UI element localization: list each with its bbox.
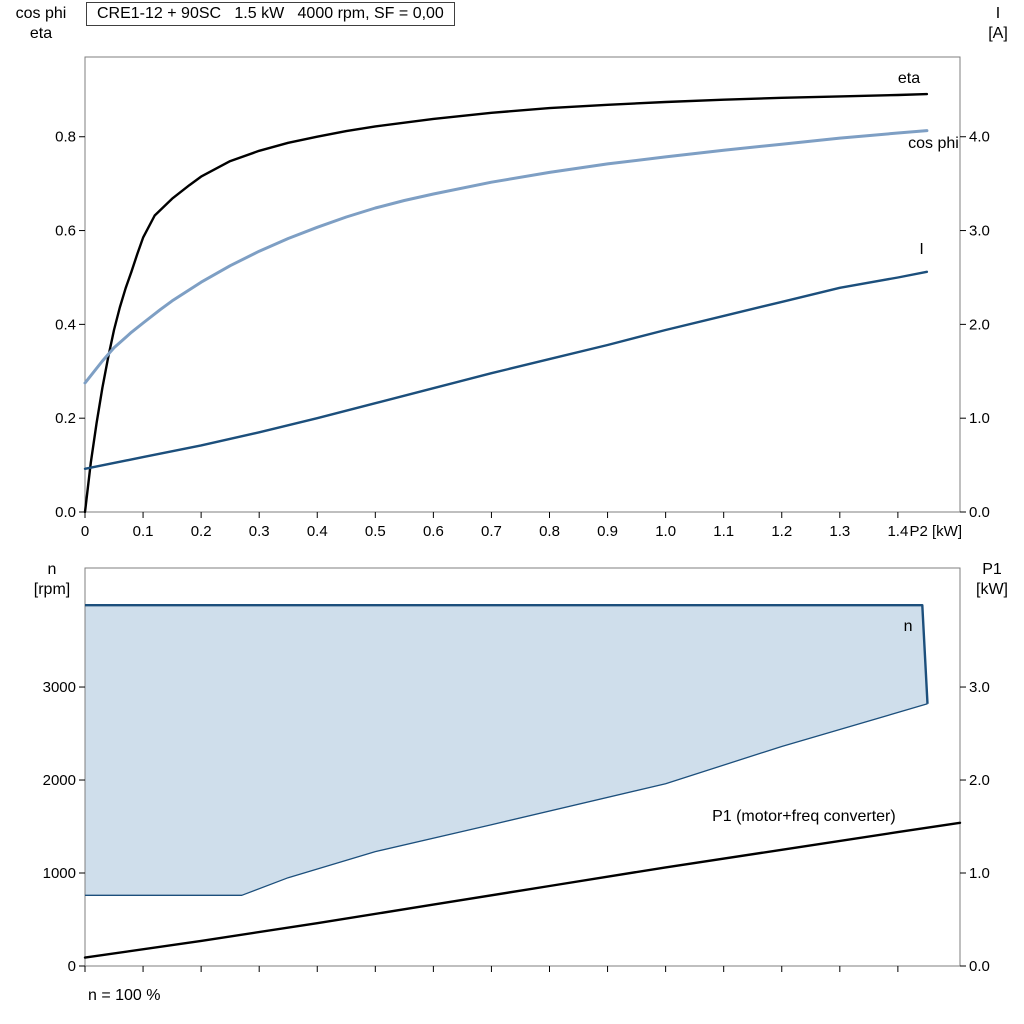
right-tick-label: 3.0 [969, 223, 990, 240]
x-tick-label: 1.1 [713, 523, 734, 540]
current-axis-label: I [995, 5, 1001, 22]
left-tick-label: 1000 [43, 865, 76, 882]
right-tick-label: 0.0 [969, 958, 990, 975]
left-tick-label: 0.0 [55, 504, 76, 521]
chart-title-box: CRE1-12 + 90SC 1.5 kW 4000 rpm, SF = 0,0… [86, 2, 455, 26]
cos-phi-axis-label: cos phi [15, 5, 67, 22]
annotation-i: I [919, 241, 923, 258]
rpm-unit-label: [rpm] [33, 581, 71, 598]
left-tick-label: 3000 [43, 679, 76, 696]
p1-motor-freq-converter-curve [83, 821, 962, 959]
x-tick-label: 0.4 [307, 523, 328, 540]
p1-axis-label: P1 [982, 561, 1002, 578]
x-tick-label: 0 [81, 523, 89, 540]
top-right-axis-title: I [A] [974, 4, 1022, 44]
i-curve [83, 270, 929, 470]
top-chart: 0 0.1 0.2 0.3 0.4 0.5 0.6 0.7 0.8 0.9 1.0 1.1 1.2 1.3… [55, 56, 990, 540]
x-tick-label: 0.5 [365, 523, 386, 540]
kw-unit-label: [kW] [976, 581, 1008, 598]
n-operating-region-fill [85, 605, 928, 896]
left-tick-label: 0.8 [55, 129, 76, 146]
ampere-unit-label: [A] [988, 25, 1008, 42]
x-tick-label: 0.8 [539, 523, 560, 540]
right-tick-label: 4.0 [969, 129, 990, 146]
x-tick-label: 1.2 [771, 523, 792, 540]
annotation-eta: eta [898, 70, 920, 87]
right-tick-label: 1.0 [969, 865, 990, 882]
n-lower-boundary [85, 703, 928, 896]
right-tick-label: 3.0 [969, 679, 990, 696]
bottom-chart: 0 1000 2000 3000 0.0 1.0 2.0 3.0 n P1 (motor+freq… [43, 567, 990, 975]
x-tick-label: 0.3 [249, 523, 270, 540]
x-tick-label: 1.0 [655, 523, 676, 540]
x-tick-label: 0.9 [597, 523, 618, 540]
eta-axis-label: eta [29, 25, 53, 42]
left-tick-label: 2000 [43, 772, 76, 789]
annotation-p1-motor-freq-converter: P1 (motor+freq converter) [712, 808, 896, 825]
speed-axis-label: n [47, 561, 57, 578]
right-tick-label: 2.0 [969, 772, 990, 789]
left-tick-label: 0.6 [55, 223, 76, 240]
annotation-cos-phi: cos phi [908, 135, 959, 152]
bottom-left-axis-title: n [rpm] [12, 560, 92, 600]
top-left-axis-title: cos phi eta [2, 4, 80, 44]
right-tick-label: 0.0 [969, 504, 990, 521]
left-tick-label: 0.4 [55, 316, 76, 333]
right-tick-label: 1.0 [969, 410, 990, 427]
speed-footnote: n = 100 % [88, 987, 161, 1004]
x-tick-label: 0.7 [481, 523, 502, 540]
x-tick-label: 0.2 [191, 523, 212, 540]
x-tick-label: 0.1 [133, 523, 154, 540]
x-tick-label: 1.3 [829, 523, 850, 540]
cos-phi-curve [83, 129, 929, 385]
x-tick-label: 0.6 [423, 523, 444, 540]
bottom-right-axis-title: P1 [kW] [962, 560, 1022, 600]
plot-frame [84, 56, 961, 513]
left-tick-label: 0.2 [55, 410, 76, 427]
n-curve [85, 604, 929, 704]
x-axis-unit-label: P2 [kW] [909, 523, 962, 540]
eta-curve [83, 92, 929, 514]
right-tick-label: 2.0 [969, 316, 990, 333]
plot-frame [84, 567, 961, 967]
annotation-n: n [904, 618, 913, 635]
left-tick-label: 0 [68, 958, 76, 975]
x-tick-label: 1.4 [887, 523, 908, 540]
